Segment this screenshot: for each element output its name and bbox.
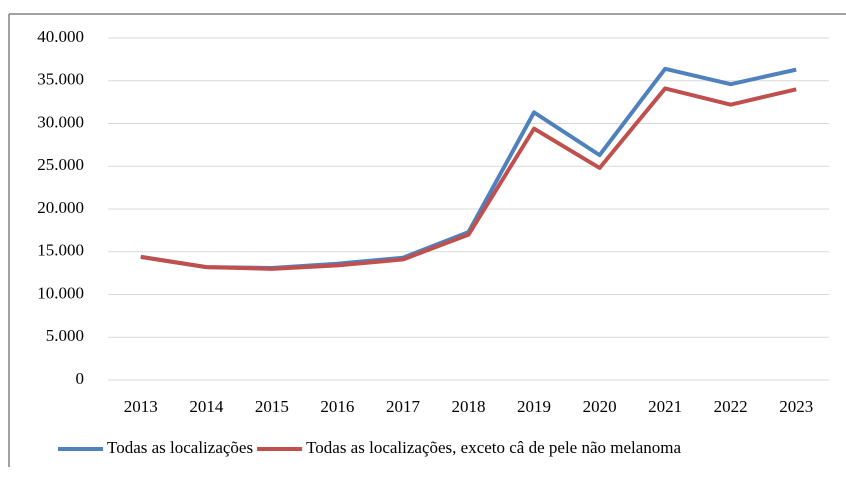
x-tick-label: 2013 [124,397,158,416]
x-tick-label: 2020 [583,397,617,416]
x-tick-label: 2015 [255,397,289,416]
legend-label: Todas as localizações, exceto câ de pele… [306,438,681,457]
y-tick-label: 35.000 [37,70,84,89]
y-tick-label: 15.000 [37,241,84,260]
x-tick-label: 2021 [648,397,682,416]
x-tick-label: 2017 [386,397,421,416]
y-tick-label: 25.000 [37,155,84,174]
series-line [140,66,797,270]
y-tick-label: 10.000 [37,283,84,302]
y-tick-label: 0 [76,369,85,388]
x-tick-label: 2019 [517,397,551,416]
y-tick-label: 40.000 [37,27,84,46]
x-tick-label: 2014 [189,397,224,416]
x-tick-label: 2018 [452,397,486,416]
y-tick-label: 5.000 [46,326,84,345]
x-tick-label: 2022 [714,397,748,416]
y-tick-label: 30.000 [37,112,84,131]
y-tick-label: 20.000 [37,198,84,217]
x-tick-label: 2016 [320,397,354,416]
series-line [140,86,797,271]
x-tick-label: 2023 [779,397,813,416]
legend-label: Todas as localizações [107,438,253,457]
